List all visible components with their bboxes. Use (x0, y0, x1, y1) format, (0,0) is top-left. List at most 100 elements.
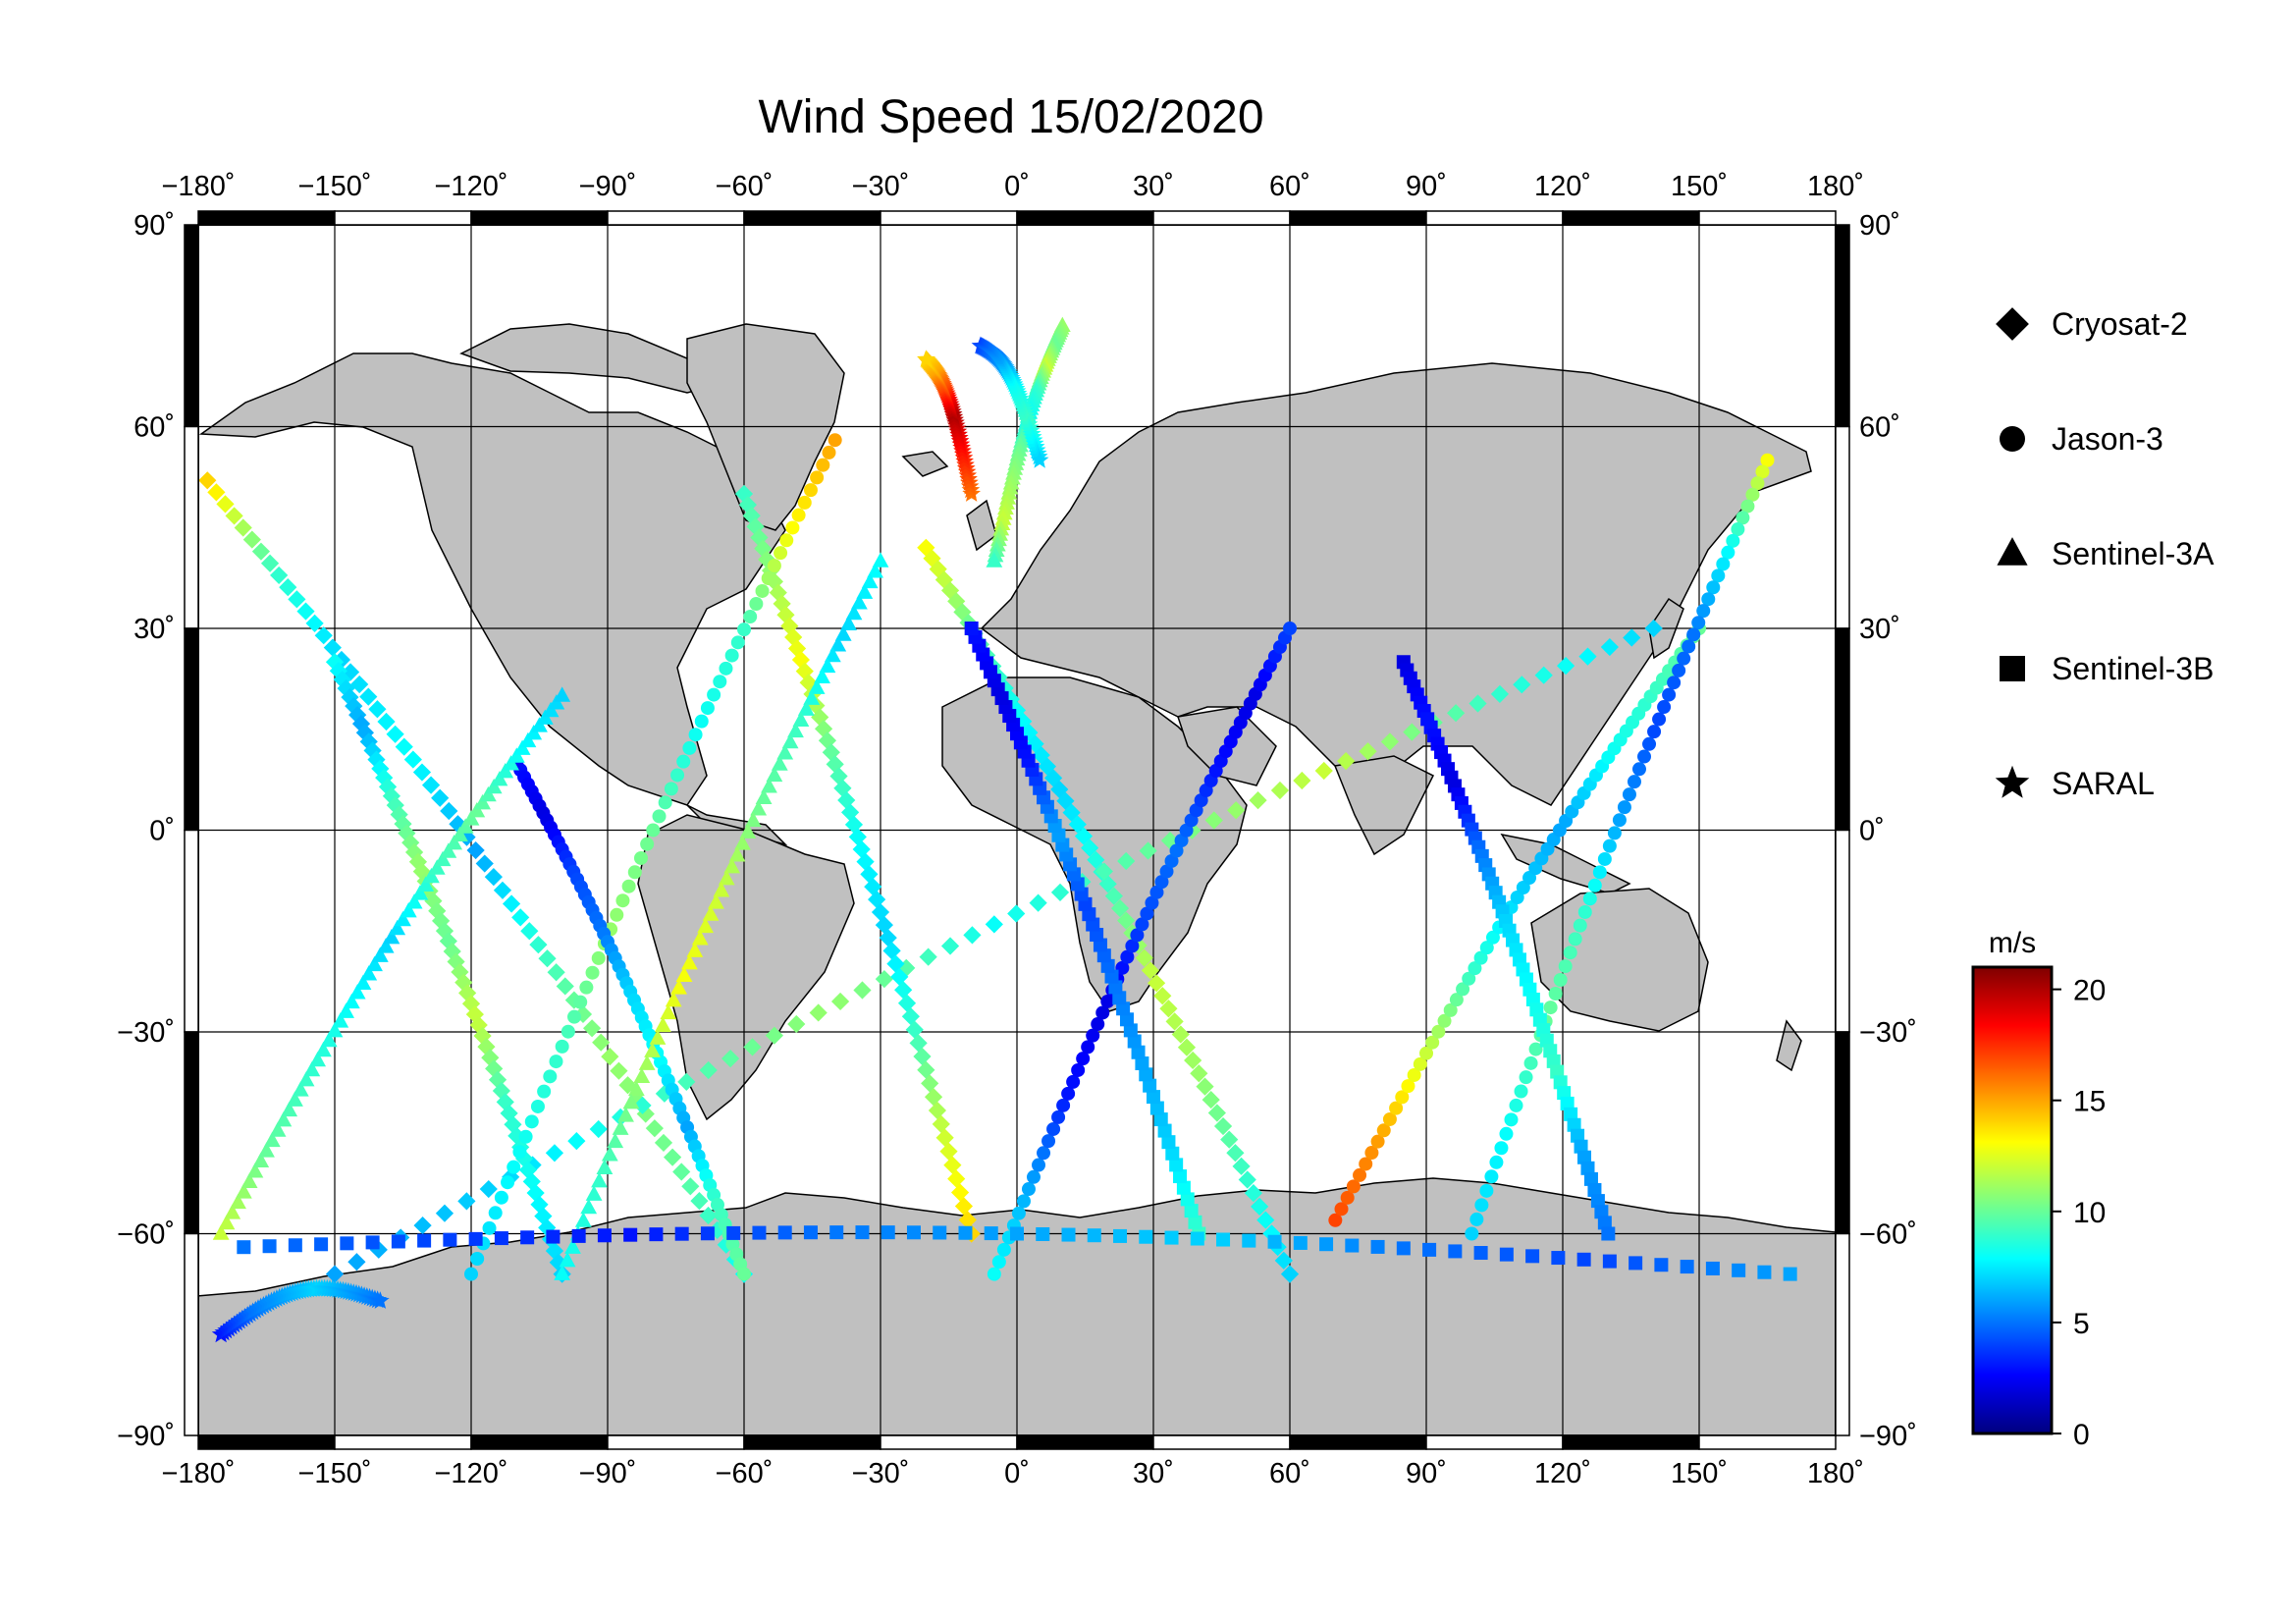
track-point (502, 894, 521, 913)
track-point (389, 919, 406, 936)
track-point (681, 1177, 700, 1196)
track-point (514, 1149, 534, 1168)
track-point (728, 846, 746, 862)
track-point (814, 668, 830, 683)
track-point (1519, 1070, 1533, 1085)
track-point (1119, 1012, 1134, 1027)
track-point (1587, 878, 1602, 893)
track-point (1469, 1212, 1484, 1226)
track-point (1242, 1233, 1256, 1248)
track-point (1490, 684, 1510, 704)
track-point (592, 1033, 611, 1052)
colorbar-tick-label: 10 (2073, 1197, 2106, 1229)
track-point (534, 1207, 553, 1225)
track-point (610, 1061, 628, 1080)
track-point (906, 1225, 921, 1240)
india-landmass (1333, 755, 1435, 856)
track-point (1328, 1213, 1343, 1227)
track-point (649, 1029, 667, 1045)
frame-segment-bottom (1698, 1434, 1837, 1450)
track-point (627, 865, 642, 880)
track-point (919, 947, 937, 966)
track-point (549, 1253, 567, 1271)
track-point (765, 1026, 783, 1045)
track-point (1116, 1001, 1131, 1016)
track-point (754, 539, 773, 558)
track-point (787, 1014, 806, 1034)
track-point (275, 1111, 293, 1127)
track-point (921, 1074, 939, 1093)
track-point (1607, 826, 1622, 840)
track-point (198, 471, 217, 490)
frame-segment-right (1835, 425, 1850, 629)
track-point (871, 902, 890, 922)
track-point (1139, 1067, 1153, 1082)
track-point (623, 1227, 638, 1242)
track-point (670, 979, 687, 995)
frame-segment-right (1835, 829, 1850, 1033)
track-point (525, 724, 543, 740)
track-point (1456, 982, 1470, 997)
lat-tick-label-right: −60˚ (1859, 1219, 1917, 1251)
track-point (1449, 993, 1464, 1007)
track-point (360, 965, 378, 981)
track-point (561, 1024, 575, 1039)
track-point (1370, 1134, 1385, 1149)
track-point (1283, 622, 1297, 635)
star-icon (1995, 765, 2030, 798)
track-point (507, 1126, 526, 1145)
track-point (601, 1146, 618, 1162)
track-point (546, 1229, 561, 1244)
track-point (807, 696, 826, 715)
track-point (556, 977, 574, 996)
track-point (447, 952, 465, 971)
track-point (894, 981, 913, 1000)
track-point (730, 635, 745, 650)
legend-label: Sentinel-3B (2052, 651, 2214, 686)
lon-tick-label-top: 150˚ (1671, 171, 1728, 202)
track-point (1726, 533, 1740, 548)
track-point (708, 1220, 726, 1239)
track-point (1443, 1002, 1458, 1017)
track-point (1419, 1046, 1433, 1060)
track-point (440, 801, 458, 821)
track-point (1051, 1109, 1066, 1124)
lat-tick-label-right: −90˚ (1859, 1421, 1917, 1452)
track-point (281, 1101, 298, 1117)
track-point (1583, 1171, 1598, 1186)
track-point (1117, 851, 1136, 871)
track-point (803, 1225, 818, 1240)
track-point (774, 546, 788, 561)
track-point (1093, 938, 1107, 952)
track-point (288, 1238, 302, 1253)
lon-tick-label-top: −180˚ (162, 171, 236, 202)
track-point (1164, 1230, 1179, 1245)
track-point (752, 1225, 767, 1240)
track-point (700, 701, 715, 716)
track-point (984, 1226, 998, 1241)
track-point (773, 594, 791, 613)
track-point (1353, 1167, 1367, 1182)
track-point (1131, 1045, 1146, 1059)
track-point (1513, 676, 1531, 694)
track-point (1550, 1064, 1565, 1079)
track-point (323, 638, 342, 657)
track-point (1509, 1098, 1523, 1112)
track-point (1227, 801, 1246, 820)
track-point (1220, 1130, 1239, 1149)
track-point (1293, 771, 1311, 790)
track-point (674, 1226, 689, 1241)
track-point (819, 657, 836, 674)
track-point (1473, 950, 1488, 965)
track-point (1546, 1054, 1561, 1068)
legend-label: Sentinel-3A (2052, 536, 2215, 571)
track-point (1173, 1169, 1188, 1184)
track-point (867, 563, 883, 578)
frame-segment-right (1835, 1031, 1850, 1235)
track-point (1556, 657, 1575, 676)
series-jason-3 (464, 433, 1775, 1281)
track-point (1657, 700, 1672, 715)
track-point (660, 1003, 677, 1020)
track-point (1525, 1249, 1540, 1264)
track-point (882, 942, 901, 960)
